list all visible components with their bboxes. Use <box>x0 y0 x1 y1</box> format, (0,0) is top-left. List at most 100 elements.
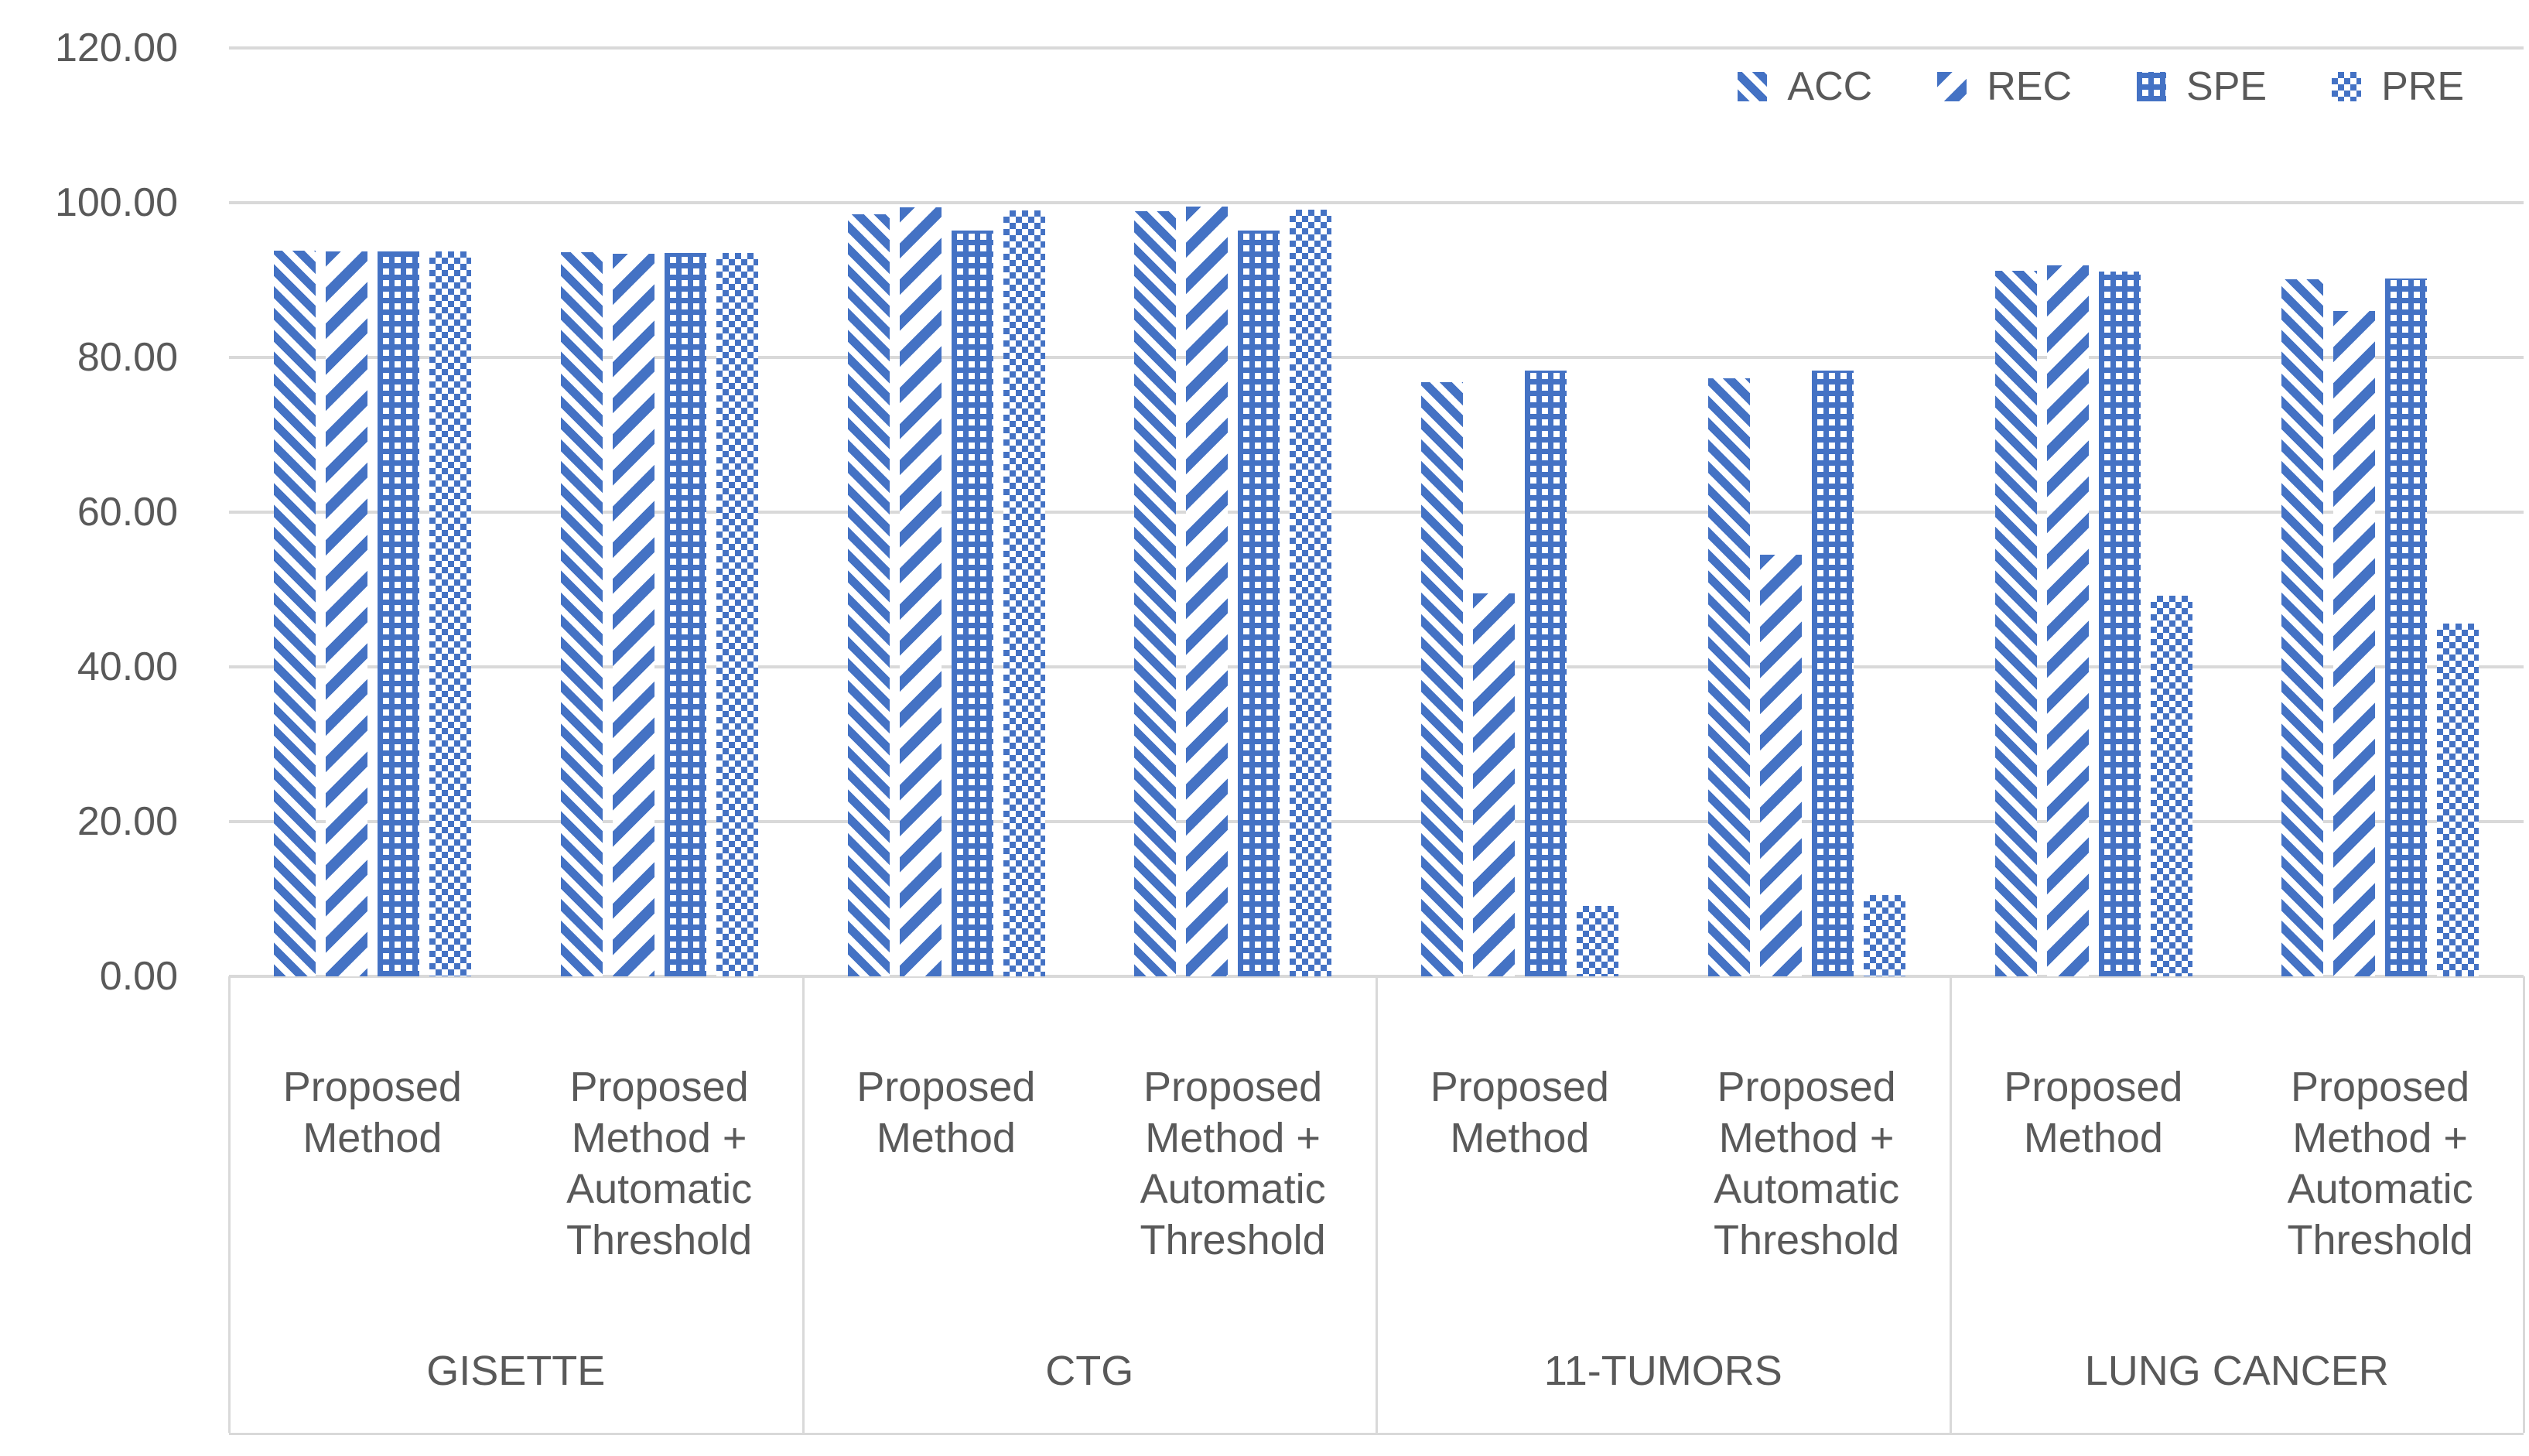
method-label-line: Automatic <box>2287 1166 2473 1212</box>
legend-item-pre: PRE <box>2332 67 2464 107</box>
bar-ctg-pm-at-rec <box>1186 207 1228 976</box>
bar-gisette-pm-at-pre <box>716 253 758 976</box>
x-axis-method-label: Proposed Method + Automatic Threshold <box>516 1061 803 1266</box>
method-label-line: Threshold <box>1714 1217 1900 1263</box>
legend-label-pre: PRE <box>2381 64 2464 109</box>
method-label-line: Method + <box>1145 1115 1321 1161</box>
bar-gisette-pm-acc <box>274 251 316 976</box>
bar-lung-cancer-pm-at-spe <box>2385 279 2427 976</box>
method-label-line: Method <box>2023 1115 2163 1161</box>
bar-11-tumors-pm-at-acc <box>1708 378 1750 976</box>
bar-gisette-pm-at-acc <box>561 252 603 976</box>
bar-ctg-pm-spe <box>952 231 993 976</box>
bar-11-tumors-pm-acc <box>1421 382 1463 976</box>
bar-lung-cancer-pm-at-rec <box>2333 311 2375 976</box>
axis-bottom-border <box>229 1433 2524 1435</box>
legend-label-acc: ACC <box>1787 64 1873 109</box>
y-axis-tick-label: 80.00 <box>77 335 178 380</box>
x-axis-method-label: Proposed Method <box>803 1061 1090 1164</box>
bar-gisette-pm-spe <box>378 251 419 976</box>
method-label-line: Method + <box>2292 1115 2468 1161</box>
x-axis-method-label: Proposed Method + Automatic Threshold <box>1089 1061 1376 1266</box>
x-axis-method-label: Proposed Method <box>1950 1061 2237 1164</box>
bar-gisette-pm-pre <box>429 251 471 976</box>
legend-item-spe: SPE <box>2137 67 2267 107</box>
legend-swatch-spe-pattern-icon <box>2137 72 2167 101</box>
x-axis-method-label: Proposed Method <box>229 1061 516 1164</box>
method-label-line: Proposed <box>2004 1064 2183 1110</box>
gridline-40 <box>229 665 2524 668</box>
legend-label-spe: SPE <box>2186 64 2268 109</box>
bar-ctg-pm-acc <box>848 214 890 976</box>
bar-ctg-pm-rec <box>900 207 942 976</box>
x-axis-method-label: Proposed Method <box>1376 1061 1663 1164</box>
gridline-20 <box>229 820 2524 823</box>
y-axis-tick-label: 20.00 <box>77 799 178 844</box>
method-label-line: Proposed <box>569 1064 749 1110</box>
legend-label-rec: REC <box>1987 64 2073 109</box>
bar-11-tumors-pm-at-rec <box>1760 555 1802 976</box>
legend-swatch-rec-pattern-icon <box>1937 72 1967 101</box>
legend-swatch-acc-pattern-icon <box>1738 72 1768 101</box>
x-axis-dataset-label-11-tumors: 11-TUMORS <box>1543 1348 1782 1394</box>
x-axis-dataset-label-gisette: GISETTE <box>426 1348 606 1394</box>
bar-ctg-pm-at-acc <box>1134 211 1176 976</box>
method-label-line: Method <box>302 1115 443 1161</box>
bar-lung-cancer-pm-acc <box>1995 271 2037 976</box>
gridline-60 <box>229 511 2524 514</box>
bar-ctg-pm-at-spe <box>1238 231 1280 976</box>
method-label-line: Proposed <box>856 1064 1036 1110</box>
bar-gisette-pm-at-rec <box>613 254 654 976</box>
method-label-line: Threshold <box>1140 1217 1326 1263</box>
bar-ctg-pm-pre <box>1003 210 1045 976</box>
method-label-line: Threshold <box>2287 1217 2473 1263</box>
legend-item-rec: REC <box>1937 67 2072 107</box>
y-axis-tick-label: 100.00 <box>54 180 178 225</box>
method-label-line: Automatic <box>1714 1166 1900 1212</box>
gridline-80 <box>229 356 2524 359</box>
gridline-120 <box>229 46 2524 50</box>
x-axis-method-label: Proposed Method + Automatic Threshold <box>1663 1061 1950 1266</box>
bar-gisette-pm-rec <box>326 251 367 976</box>
legend-item-acc: ACC <box>1738 67 1872 107</box>
bar-11-tumors-pm-pre <box>1577 906 1618 976</box>
bar-lung-cancer-pm-at-acc <box>2281 279 2323 976</box>
method-label-line: Proposed <box>1717 1064 1896 1110</box>
bar-11-tumors-pm-rec <box>1473 593 1515 976</box>
bar-lung-cancer-pm-rec <box>2047 265 2089 976</box>
category-divider <box>1950 976 1952 1433</box>
method-label-line: Method <box>1450 1115 1590 1161</box>
bar-lung-cancer-pm-pre <box>2151 596 2192 976</box>
method-label-line: Proposed <box>2291 1064 2470 1110</box>
gridline-100 <box>229 201 2524 204</box>
category-divider <box>228 976 231 1433</box>
legend-swatch-pre-pattern-icon <box>2332 72 2362 101</box>
method-label-line: Method + <box>571 1115 747 1161</box>
method-label-line: Method + <box>1718 1115 1895 1161</box>
bar-gisette-pm-at-spe <box>665 253 706 976</box>
method-label-line: Method <box>876 1115 1016 1161</box>
y-axis-tick-label: 120.00 <box>54 26 178 70</box>
category-divider <box>2523 976 2525 1433</box>
bar-11-tumors-pm-spe <box>1525 371 1567 976</box>
method-label-line: Proposed <box>282 1064 462 1110</box>
x-axis-method-label: Proposed Method + Automatic Threshold <box>2237 1061 2524 1266</box>
y-axis-tick-label: 60.00 <box>77 490 178 535</box>
method-label-line: Threshold <box>566 1217 753 1263</box>
chart-legend: ACC REC SPE PRE <box>1738 67 2464 107</box>
y-axis-tick-label: 0.00 <box>99 954 178 999</box>
method-label-line: Proposed <box>1430 1064 1609 1110</box>
method-label-line: Proposed <box>1143 1064 1323 1110</box>
x-axis-dataset-label-lung-cancer: LUNG CANCER <box>2084 1348 2389 1394</box>
category-divider <box>802 976 805 1433</box>
y-axis-tick-label: 40.00 <box>77 644 178 689</box>
bar-lung-cancer-pm-at-pre <box>2437 624 2479 976</box>
method-label-line: Automatic <box>1140 1166 1326 1212</box>
bar-lung-cancer-pm-spe <box>2099 272 2141 976</box>
bar-ctg-pm-at-pre <box>1290 210 1331 976</box>
bar-11-tumors-pm-at-spe <box>1812 371 1854 976</box>
category-divider <box>1376 976 1378 1433</box>
bar-11-tumors-pm-at-pre <box>1864 895 1905 976</box>
x-axis-dataset-label-ctg: CTG <box>1045 1348 1134 1394</box>
